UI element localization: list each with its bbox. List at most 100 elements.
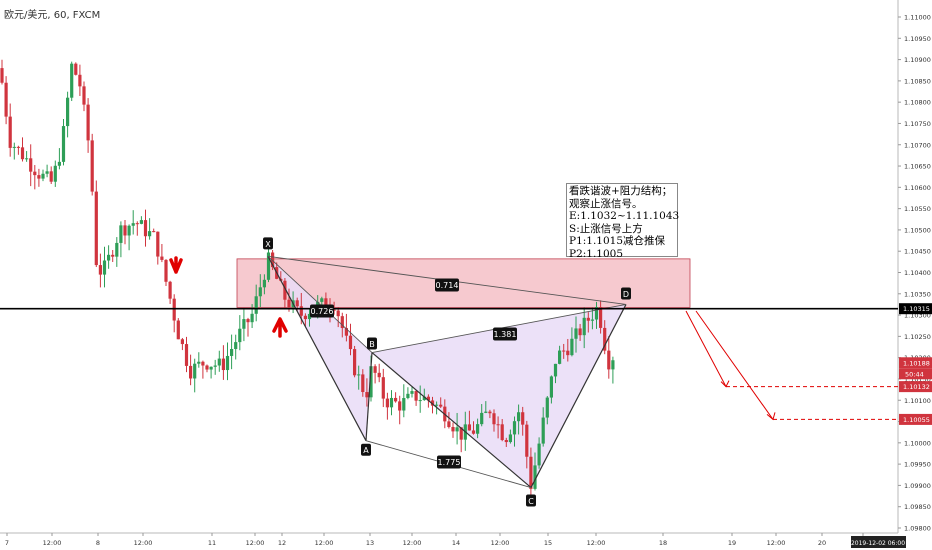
pattern-point-label: C	[528, 497, 534, 506]
price-tick-label: 1.10700	[904, 141, 931, 149]
candle-body	[201, 361, 205, 366]
candle-body	[512, 421, 517, 435]
candle-body	[504, 440, 508, 443]
candle-body	[430, 400, 435, 406]
candle-body	[176, 320, 180, 340]
candle-body	[184, 344, 189, 366]
candle-body	[508, 434, 512, 443]
candle-body	[41, 173, 45, 179]
candle-body	[582, 317, 586, 336]
candle-body	[168, 281, 172, 299]
candle-body	[66, 97, 70, 127]
ratio-label: 0.714	[436, 281, 459, 290]
candle-body	[115, 242, 119, 257]
candle-body	[607, 350, 611, 370]
ratio-label: 1.381	[494, 330, 517, 339]
candle-body	[234, 342, 238, 350]
candle-body	[525, 424, 529, 457]
candle-body	[439, 404, 443, 407]
trade-plan-note[interactable]: 看跌谐波+阻力结构； 观察止涨信号。 E:1.1032~1.11.1043 S:…	[566, 183, 679, 260]
price-tick-label: 1.10850	[904, 77, 931, 85]
ratio-badge	[435, 278, 459, 292]
candle-body	[143, 220, 148, 237]
candle-body	[205, 365, 209, 370]
candle-body	[394, 397, 398, 402]
time-tick-label: 7	[5, 539, 9, 547]
candle-body	[348, 335, 353, 350]
key-level-badge	[899, 303, 932, 315]
candle-body	[320, 298, 324, 302]
candle-body	[344, 328, 348, 336]
candle-body	[90, 140, 94, 192]
current-price-badge	[899, 357, 932, 369]
pattern-point-badge	[526, 494, 536, 507]
countdown-label: 50:44	[905, 370, 924, 378]
candle-body	[361, 374, 365, 393]
time-tick-label: 12:00	[43, 539, 62, 547]
candle-body	[139, 220, 143, 224]
candle-body	[283, 280, 287, 300]
countdown-badge	[899, 368, 932, 380]
candle-body	[537, 443, 541, 466]
candle-body	[8, 116, 12, 148]
ratio-badge	[437, 455, 461, 469]
candle-body	[86, 104, 90, 141]
candle-body	[299, 306, 303, 316]
bear-arrow-icon	[169, 256, 183, 274]
candle-body	[70, 63, 74, 98]
candle-body	[340, 316, 344, 329]
price-tick-label: 1.10650	[904, 163, 931, 171]
candle-body	[246, 319, 250, 323]
price-tick-label: 1.10450	[904, 248, 931, 256]
price-tick-label: 1.10750	[904, 120, 931, 128]
candle-body	[238, 328, 242, 343]
candle-body	[521, 412, 525, 425]
resistance-zone[interactable]	[236, 258, 691, 308]
candle-body	[574, 328, 578, 339]
candle-body	[78, 74, 82, 87]
price-tick-label: 1.10150	[904, 375, 931, 383]
time-tick-label: 12:00	[315, 539, 334, 547]
candle-body	[570, 338, 574, 356]
time-tick-label: 12:00	[767, 539, 786, 547]
pattern-point-label: A	[363, 446, 369, 455]
candle-body	[172, 298, 176, 321]
candle-body	[422, 396, 426, 401]
price-tick-label: 1.09950	[904, 461, 931, 469]
price-tick-label: 1.09900	[904, 482, 931, 490]
candle-body	[262, 279, 266, 288]
candle-body	[566, 350, 570, 356]
note-line: S:止涨信号上方	[569, 222, 643, 235]
candle-body	[402, 398, 406, 411]
candle-body	[258, 287, 262, 297]
time-cursor-badge	[851, 536, 906, 548]
candle-body	[455, 427, 459, 432]
candle-body	[418, 400, 422, 402]
candle-body	[57, 161, 61, 166]
note-line: P1:1.1015减仓推保	[569, 235, 666, 247]
pattern-leg	[267, 256, 367, 441]
target-2-badge	[899, 413, 932, 425]
candle-body	[119, 225, 123, 243]
note-line: 观察止涨信号。	[569, 197, 643, 210]
candle-body	[414, 391, 418, 401]
pattern-point-badge	[361, 443, 371, 456]
candle-body	[266, 252, 271, 280]
candle-body	[197, 361, 201, 364]
time-tick-label: 19	[728, 539, 736, 547]
price-tick-label: 1.10600	[904, 184, 931, 192]
candle-body	[225, 355, 230, 371]
price-tick-label: 1.11000	[904, 14, 931, 22]
time-tick-label: 12:00	[134, 539, 153, 547]
price-tick-label: 1.10300	[904, 312, 931, 320]
candle-body	[365, 392, 369, 398]
target-1-badge	[899, 381, 932, 393]
candle-body	[164, 259, 168, 282]
candle-body	[29, 158, 33, 172]
candle-body	[603, 327, 607, 351]
note-line: 看跌谐波+阻力结构；	[569, 185, 673, 197]
candle-body	[209, 366, 213, 370]
candle-body	[529, 456, 533, 489]
